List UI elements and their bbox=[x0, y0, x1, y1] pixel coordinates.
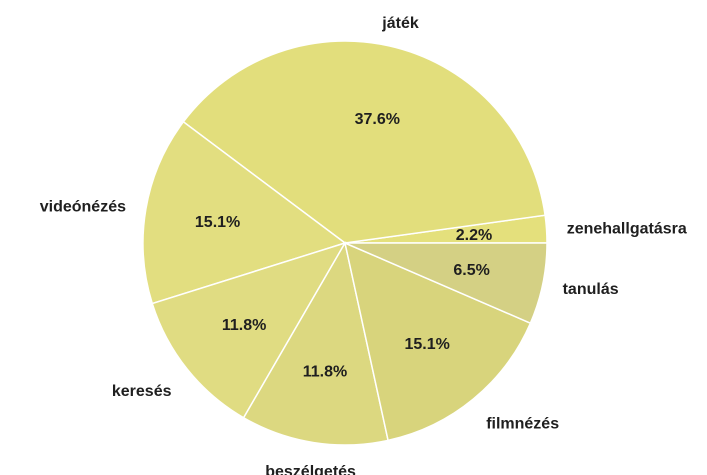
percent-label-beszelgetes: 11.8% bbox=[303, 364, 347, 381]
pie-slice-jatek bbox=[182, 40, 546, 244]
pie-slice-filmnezes bbox=[343, 241, 532, 442]
category-label-jatek: játék bbox=[381, 15, 419, 32]
category-label-tanulas: tanulás bbox=[563, 281, 619, 298]
category-label-videonezes: videónézés bbox=[40, 199, 126, 216]
category-labels: zenehallgatásra játék videónézés keresés bes… bbox=[40, 15, 687, 475]
pie-slice-tanulas bbox=[344, 242, 548, 325]
category-label-beszelgetes: beszélgetés bbox=[265, 464, 356, 475]
pie-slices bbox=[142, 40, 548, 446]
category-label-kereses: keresés bbox=[112, 383, 172, 400]
category-label-filmnezes: filmnézés bbox=[486, 416, 559, 433]
percent-label-kereses: 11.8% bbox=[222, 317, 266, 334]
percent-label-tanulas: 6.5% bbox=[453, 262, 489, 279]
percent-label-videonezes: 15.1% bbox=[195, 214, 240, 231]
category-label-zenehallgatasra: zenehallgatásra bbox=[567, 221, 687, 238]
percent-label-jatek: 37.6% bbox=[355, 111, 400, 128]
percent-label-filmnezes: 15.1% bbox=[405, 336, 450, 353]
pie-slice-kereses bbox=[151, 241, 347, 419]
percent-label-zenehallgatasra: 2.2% bbox=[456, 227, 492, 244]
pie-slice-beszelgetes bbox=[242, 240, 389, 446]
percent-labels: 2.2% 37.6% 15.1% 11.8% 11.8% 15.1% 6.5% bbox=[195, 111, 492, 381]
